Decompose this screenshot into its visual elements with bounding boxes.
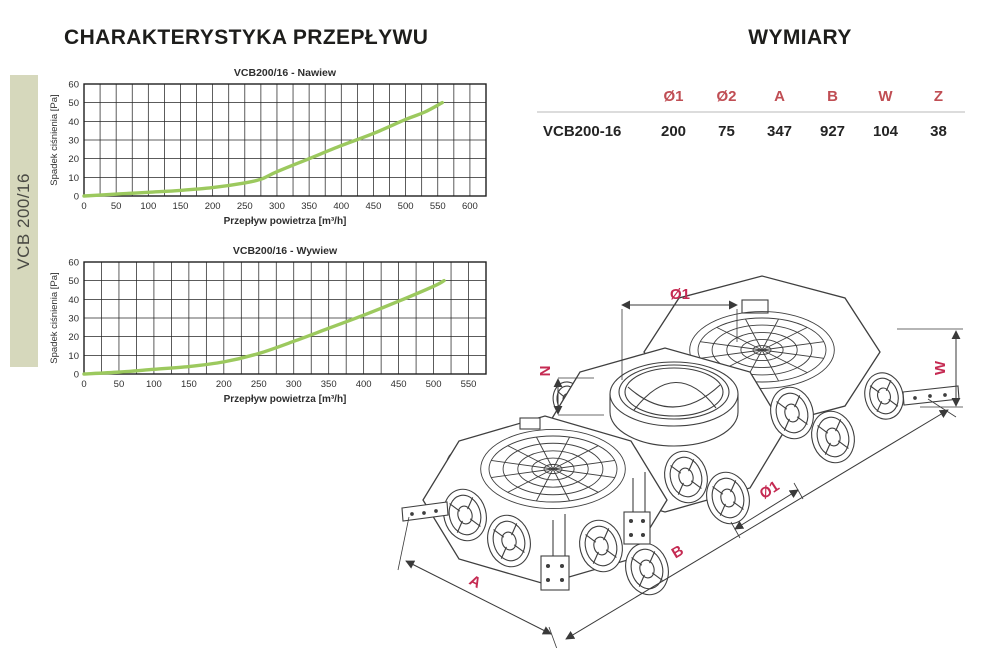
svg-text:Spadek ciśnienia [Pa]: Spadek ciśnienia [Pa]	[49, 272, 60, 363]
technical-drawing: Ø1 N W Ø1 A B	[397, 275, 963, 648]
table-cell: 200	[660, 123, 687, 140]
dim-label-dia1-top: Ø1	[670, 286, 690, 303]
table-cell: 104	[872, 123, 899, 140]
duct-port	[443, 488, 487, 542]
svg-text:30: 30	[68, 136, 79, 147]
svg-text:0: 0	[74, 192, 79, 203]
table-header-cell: W	[878, 88, 893, 105]
svg-text:Spadek ciśnienia [Pa]: Spadek ciśnienia [Pa]	[49, 94, 60, 185]
svg-text:200: 200	[205, 201, 221, 212]
svg-text:300: 300	[286, 379, 302, 390]
main-collar	[609, 361, 739, 447]
svg-text:450: 450	[366, 201, 382, 212]
chart-wywiew: 0 50 100 150 200 250 300 350 400 450 500 550 0 10 20 30…	[49, 245, 487, 405]
svg-text:60: 60	[68, 258, 79, 269]
svg-text:20: 20	[68, 154, 79, 165]
dim-label-a: A	[466, 572, 484, 592]
table-cell: 927	[819, 123, 846, 140]
dimension-lines	[397, 300, 963, 648]
svg-text:50: 50	[111, 201, 122, 212]
dimensions-table: Ø1 Ø2 A B W Z VCB200-16 200 75 347 927 104 38	[537, 86, 965, 140]
top-bracket	[741, 299, 769, 314]
table-corner-cell	[537, 86, 647, 111]
flow-curve	[82, 100, 444, 198]
svg-text:250: 250	[251, 379, 267, 390]
svg-text:300: 300	[269, 201, 285, 212]
duct-port	[811, 410, 855, 464]
svg-text:40: 40	[68, 295, 79, 306]
svg-text:0: 0	[81, 379, 86, 390]
svg-text:0: 0	[81, 201, 86, 212]
table-cell: 75	[718, 123, 735, 140]
svg-text:200: 200	[216, 379, 232, 390]
svg-text:400: 400	[333, 201, 349, 212]
svg-text:500: 500	[398, 201, 414, 212]
dim-label-dia1-side: Ø1	[757, 478, 783, 503]
svg-text:550: 550	[430, 201, 446, 212]
table-header-cell: Ø1	[663, 88, 684, 105]
table-cell: 38	[930, 123, 947, 140]
mounting-brackets	[401, 385, 960, 591]
right-grille-web	[689, 311, 835, 389]
dim-label-b: B	[669, 542, 687, 562]
svg-text:Przepływ powietrza [m³/h]: Przepływ powietrza [m³/h]	[224, 394, 347, 405]
svg-text:350: 350	[301, 201, 317, 212]
side-tab-label: VCB 200/16	[14, 172, 33, 270]
table-header-cell: A	[774, 88, 785, 105]
svg-text:450: 450	[391, 379, 407, 390]
svg-text:10: 10	[68, 351, 79, 362]
svg-text:20: 20	[68, 332, 79, 343]
svg-text:250: 250	[237, 201, 253, 212]
table-row-name: VCB200-16	[543, 123, 622, 140]
product-side-tab: VCB 200/16	[10, 75, 38, 367]
svg-text:60: 60	[68, 80, 79, 91]
svg-text:VCB200/16 - Nawiew: VCB200/16 - Nawiew	[234, 67, 337, 79]
dim-label-w: W	[932, 360, 949, 375]
table-header-rule	[537, 111, 965, 113]
svg-text:150: 150	[181, 379, 197, 390]
svg-text:VCB200/16 - Wywiew: VCB200/16 - Wywiew	[233, 245, 338, 257]
chart-nawiew: 0 50 100 150 200 250 300 350 400 450 500 550 600 0 10 2…	[49, 67, 487, 227]
page-title-flow-characteristics: CHARAKTERYSTYKA PRZEPŁYWU	[64, 26, 429, 49]
table-header-cell: Z	[933, 88, 944, 105]
svg-text:40: 40	[68, 117, 79, 128]
svg-text:30: 30	[68, 314, 79, 325]
svg-text:150: 150	[173, 201, 189, 212]
table-header-cell: B	[827, 88, 838, 105]
svg-text:100: 100	[140, 201, 156, 212]
svg-text:Przepływ powietrza [m³/h]: Przepływ powietrza [m³/h]	[224, 216, 347, 227]
svg-text:10: 10	[68, 173, 79, 184]
svg-text:500: 500	[426, 379, 442, 390]
svg-text:350: 350	[321, 379, 337, 390]
duct-port	[864, 372, 904, 420]
svg-text:550: 550	[461, 379, 477, 390]
table-cell: 347	[766, 123, 793, 140]
svg-text:50: 50	[114, 379, 125, 390]
svg-text:100: 100	[146, 379, 162, 390]
svg-text:0: 0	[74, 370, 79, 381]
dim-label-n: N	[537, 366, 554, 377]
table-header-cell: Ø2	[716, 88, 737, 105]
top-bracket	[519, 417, 541, 430]
page-title-dimensions: WYMIARY	[748, 26, 852, 49]
svg-text:600: 600	[462, 201, 478, 212]
duct-port	[487, 514, 531, 568]
flow-curve	[82, 278, 446, 376]
svg-text:400: 400	[356, 379, 372, 390]
svg-text:50: 50	[68, 276, 79, 287]
manifold-drawing: Ø1 N W Ø1 A B	[397, 275, 963, 648]
svg-text:50: 50	[68, 98, 79, 109]
